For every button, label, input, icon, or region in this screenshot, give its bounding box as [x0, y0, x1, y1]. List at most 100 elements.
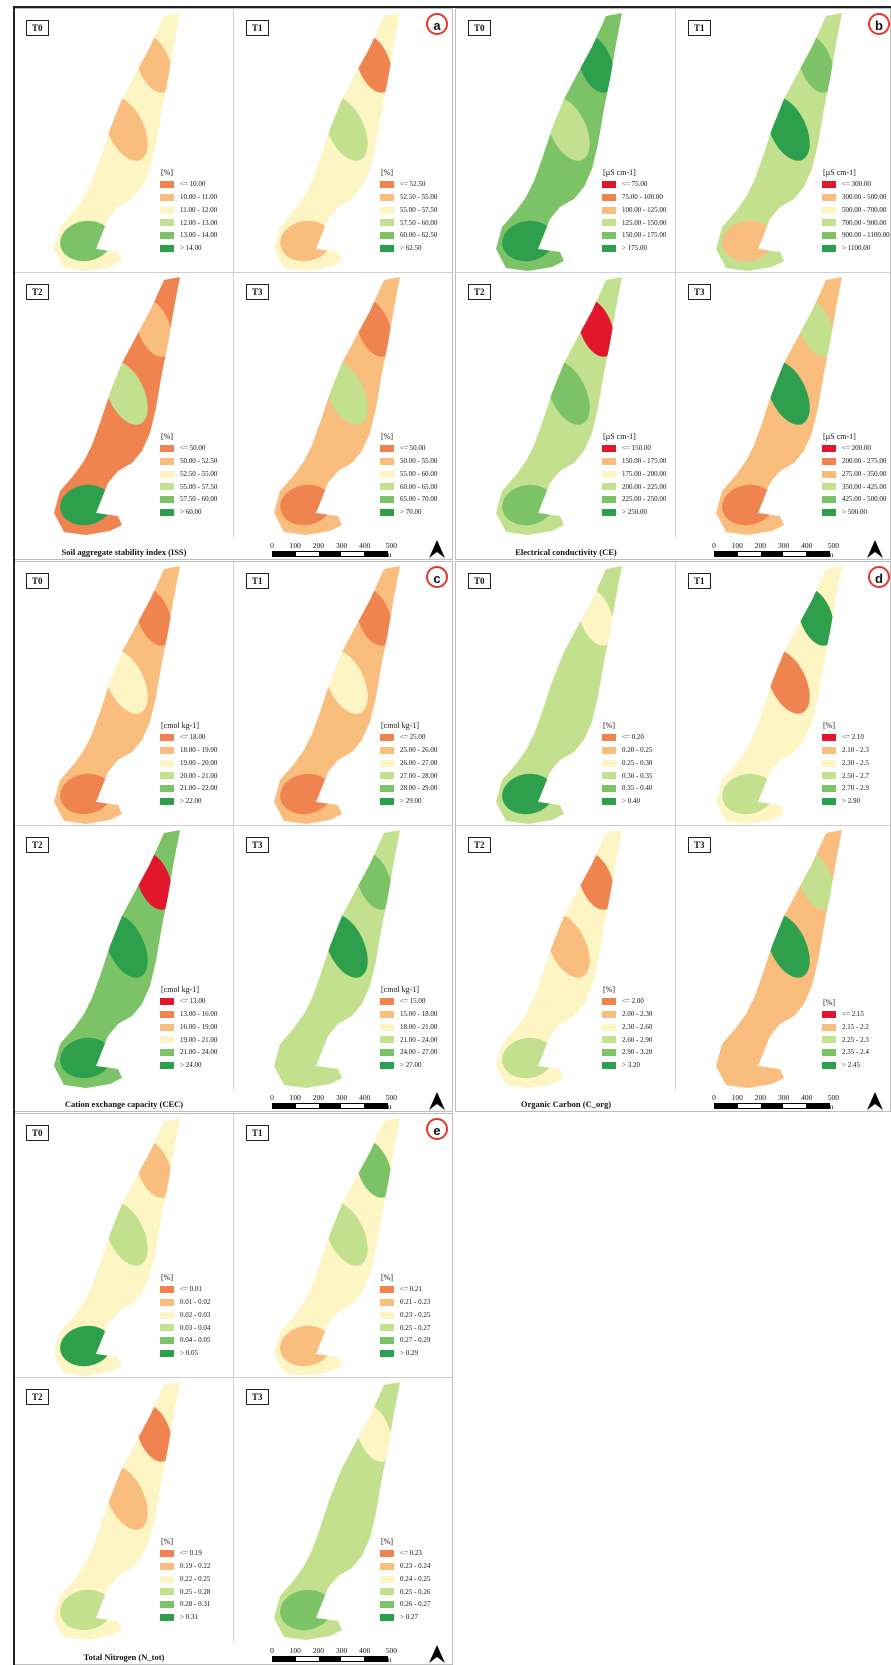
legend-item: 0.25 - 0.26 [380, 1586, 430, 1599]
scale-tick-label: 0 [270, 1093, 274, 1102]
legend-swatch [160, 1298, 174, 1306]
legend-unit: [%] [381, 168, 393, 178]
legend-item: 0.20 - 0.25 [602, 744, 652, 757]
legend-swatch [160, 509, 174, 517]
legend-swatch [380, 1350, 394, 1358]
legend-swatch [380, 1049, 394, 1057]
legend-class-label: <= 52.50 [400, 180, 426, 189]
legend: [%] <= 50.00 50.00 - 52.50 52.50 - 55.00 55.… [160, 431, 217, 519]
legend-item: 0.19 - 0.22 [160, 1560, 210, 1573]
scale-bar: 0 100 200 300 400 500 m [712, 541, 839, 559]
legend-item: 15.00 - 18.00 [380, 1008, 437, 1021]
panel-title: Electrical conductivity (CE) [515, 547, 617, 557]
panel-letter: b [868, 13, 890, 35]
legend-swatch [160, 1010, 174, 1018]
legend-class-label: 50.00 - 52.50 [180, 456, 218, 465]
legend-swatch [822, 746, 836, 754]
legend-item: <= 2.15 [822, 1008, 869, 1021]
map-cell-d-t1: T1 [%] <= 2.10 2.10 - 2.3 2.30 - 2.5 2.50 - 2… [676, 562, 890, 826]
legend-swatch [822, 734, 836, 742]
time-label: T1 [246, 20, 269, 36]
legend-item: 700.00 - 900.00 [822, 217, 890, 230]
strip-zone-patch [60, 1037, 112, 1079]
legend-item: > 0.40 [602, 795, 652, 808]
strip-zone-patch [722, 773, 774, 815]
scale-tick-label: 400 [359, 1093, 371, 1102]
legend-item: 0.25 - 0.28 [160, 1586, 210, 1599]
legend-swatch [160, 798, 174, 806]
legend-swatch [380, 1298, 394, 1306]
field-strip-map [274, 277, 400, 535]
legend-class-label: 21.00 - 24.00 [400, 1035, 438, 1044]
scale-tick-label: 500 m [385, 1093, 397, 1111]
legend-item: 150.00 - 175.00 [602, 455, 666, 468]
legend-item: <= 50.00 [160, 442, 217, 455]
field-strip-map [54, 830, 180, 1088]
legend-unit: [µS cm-1] [823, 432, 856, 442]
legend-swatch [822, 772, 836, 780]
legend-class-label: 21.00 - 22.00 [180, 784, 218, 793]
legend-swatch [380, 798, 394, 806]
legend-swatch [160, 1601, 174, 1609]
time-label: T1 [246, 573, 269, 589]
legend-item: 55.00 - 57.50 [160, 481, 217, 494]
legend-swatch [822, 509, 836, 517]
time-label: T0 [26, 1125, 49, 1141]
scale-bar: 0 100 200 300 400 500 m [270, 541, 397, 559]
scale-bar: 0 100 200 300 400 500 m [712, 1093, 839, 1111]
legend-item: 175.00 - 200.00 [602, 468, 666, 481]
legend-class-label: > 27.00 [400, 1061, 422, 1070]
legend-unit: [%] [161, 1537, 173, 1547]
legend-swatch [380, 1588, 394, 1596]
legend-class-label: 0.20 - 0.25 [622, 745, 653, 754]
strip-zone-patch [280, 773, 332, 815]
legend-class-label: > 2.45 [842, 1061, 860, 1070]
scale-tick-label: 400 [359, 1646, 371, 1655]
legend-class-label: 425.00 - 500.00 [842, 495, 887, 504]
scale-segment [783, 1104, 807, 1108]
legend-swatch [380, 1062, 394, 1070]
scale-segment [273, 1104, 296, 1108]
legend-class-label: 24.00 - 27.00 [400, 1048, 438, 1057]
legend-item: 0.27 - 0.29 [380, 1334, 430, 1347]
legend-swatch [160, 457, 174, 465]
scale-tick-label: 400 [801, 1093, 813, 1102]
legend-swatch [822, 1049, 836, 1057]
legend-class-label: 57.50 - 60.00 [400, 218, 438, 227]
legend-swatch [822, 206, 836, 214]
legend-item: 18.00 - 21.00 [380, 1021, 437, 1034]
time-label: T1 [246, 1125, 269, 1141]
legend-item: 52.50 - 55.00 [380, 191, 437, 204]
legend-class-label: > 0.31 [180, 1613, 198, 1622]
map-cell-e-t1: T1 [%] <= 0.21 0.21 - 0.23 0.23 - 0.25 0.25 -… [234, 1114, 452, 1378]
legend-class-label: 700.00 - 900.00 [842, 218, 887, 227]
map-cell-b-t0: T0 [µS cm-1] <= 75.00 75.00 - 100.00 100.00 … [456, 9, 676, 273]
legend-item: 55.00 - 60.00 [380, 468, 437, 481]
legend-unit: [cmol kg-1] [161, 721, 199, 731]
scale-segment [341, 552, 365, 556]
legend-class-label: <= 15.00 [400, 997, 426, 1006]
legend-item: 13.00 - 16.00 [160, 1008, 217, 1021]
legend-swatch [380, 1311, 394, 1319]
legend-class-label: 28.00 - 29.00 [400, 784, 438, 793]
legend-class-label: > 2.90 [842, 797, 860, 806]
panel-letter: a [426, 13, 448, 35]
map-cell-b-t1: T1 [µS cm-1] <= 300.00 300.00 - 500.00 500.0… [676, 9, 890, 273]
legend-class-label: 2.35 - 2.4 [842, 1048, 869, 1057]
strip-zone-patch [502, 220, 554, 262]
legend-class-label: 0.25 - 0.26 [400, 1587, 431, 1596]
strip-zone-patch [280, 484, 332, 526]
legend-class-label: 0.22 - 0.25 [180, 1574, 211, 1583]
legend-class-label: > 70.00 [400, 508, 422, 517]
legend-item: 2.10 - 2.3 [822, 744, 869, 757]
map-cell-d-t0: T0 [%] <= 0.20 0.20 - 0.25 0.25 - 0.30 0.30 -… [456, 562, 676, 826]
legend-class-label: 15.00 - 18.00 [400, 1009, 438, 1018]
legend-item: > 0.05 [160, 1347, 210, 1360]
legend-class-label: 57.50 - 60.00 [180, 495, 218, 504]
legend-swatch [380, 1010, 394, 1018]
legend-class-label: > 24.00 [180, 1061, 202, 1070]
legend: [µS cm-1] <= 75.00 75.00 - 100.00 100.00 - … [602, 167, 666, 255]
legend-class-label: 300.00 - 500.00 [842, 192, 887, 201]
strip-zone-patch [60, 1325, 112, 1367]
legend-item: 900.00 - 1100.00 [822, 229, 890, 242]
